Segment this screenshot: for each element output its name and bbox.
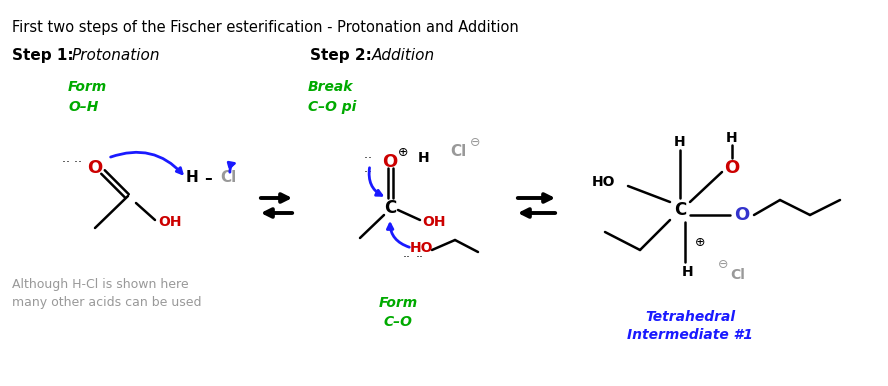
Text: O: O <box>734 206 749 224</box>
Text: ··: ·· <box>364 166 376 178</box>
Text: O: O <box>87 159 103 177</box>
Text: many other acids can be used: many other acids can be used <box>12 296 202 309</box>
Text: ⊕: ⊕ <box>694 235 705 249</box>
Text: Break: Break <box>308 80 353 94</box>
Text: Cl: Cl <box>220 171 236 186</box>
Text: ··: ·· <box>416 252 424 264</box>
Text: Cl: Cl <box>450 144 466 159</box>
Text: H: H <box>674 135 686 149</box>
Text: Cl: Cl <box>730 268 745 282</box>
Text: HO: HO <box>591 175 615 189</box>
Text: ··: ·· <box>403 252 411 264</box>
Text: C–O: C–O <box>384 315 412 329</box>
Text: O: O <box>725 159 740 177</box>
Text: Tetrahedral: Tetrahedral <box>645 310 735 324</box>
Text: HO: HO <box>410 241 433 255</box>
Text: Although H-Cl is shown here: Although H-Cl is shown here <box>12 278 188 291</box>
Text: ⊖: ⊖ <box>718 259 728 271</box>
Text: O–H: O–H <box>68 100 99 114</box>
Text: C: C <box>674 201 686 219</box>
Text: H: H <box>726 131 738 145</box>
Text: Form: Form <box>68 80 107 94</box>
Text: Addition: Addition <box>372 48 435 63</box>
Text: ⊖: ⊖ <box>470 137 480 149</box>
Text: Protonation: Protonation <box>72 48 161 63</box>
Text: C–O pi: C–O pi <box>308 100 356 114</box>
Text: C: C <box>384 199 396 217</box>
Text: Step 2:: Step 2: <box>310 48 372 63</box>
Text: –: – <box>204 171 212 186</box>
Text: OH: OH <box>158 215 181 229</box>
Text: O: O <box>383 153 398 171</box>
Text: First two steps of the Fischer esterification - Protonation and Addition: First two steps of the Fischer esterific… <box>12 20 519 35</box>
Text: H: H <box>418 151 430 165</box>
Text: ·· ··: ·· ·· <box>62 156 82 169</box>
Text: Intermediate #1: Intermediate #1 <box>627 328 753 342</box>
Text: ··: ·· <box>364 151 376 164</box>
Text: H: H <box>682 265 694 279</box>
Text: OH: OH <box>422 215 446 229</box>
Text: Step 1:: Step 1: <box>12 48 74 63</box>
Text: Form: Form <box>378 296 417 310</box>
Text: ⊕: ⊕ <box>398 146 408 159</box>
Text: H: H <box>186 171 198 186</box>
